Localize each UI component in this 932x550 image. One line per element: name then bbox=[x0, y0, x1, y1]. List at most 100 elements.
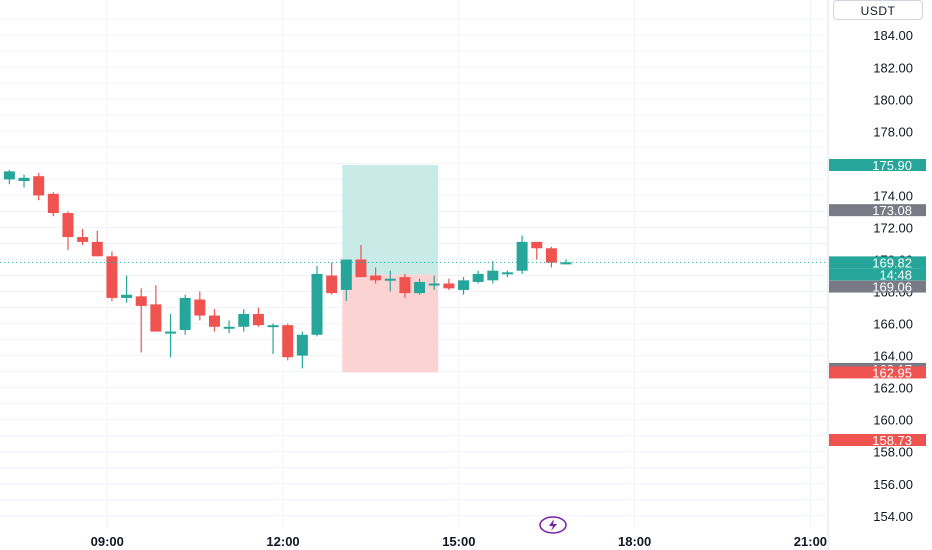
candle-body bbox=[340, 259, 352, 290]
candle bbox=[458, 277, 470, 295]
x-tick-label: 21:00 bbox=[794, 534, 827, 549]
candle-body bbox=[18, 177, 30, 182]
price-badge-bg bbox=[829, 434, 926, 447]
candle bbox=[340, 259, 352, 302]
candle bbox=[531, 241, 543, 260]
candle-body bbox=[311, 273, 323, 335]
candle bbox=[560, 259, 572, 265]
candle-body bbox=[531, 241, 543, 249]
candle-body bbox=[282, 325, 294, 358]
candle-body bbox=[252, 313, 264, 326]
candle bbox=[443, 278, 455, 290]
candle-body bbox=[545, 248, 557, 263]
candle bbox=[238, 309, 250, 332]
candle-body bbox=[501, 272, 513, 275]
candle-body bbox=[150, 304, 162, 332]
candle bbox=[311, 265, 323, 337]
currency-selector[interactable]: USDT bbox=[833, 0, 923, 20]
x-tick-label: 09:00 bbox=[91, 534, 124, 549]
time-axis[interactable]: 09:00 12:00 15:00 18:00 21:00 bbox=[0, 526, 828, 549]
candle bbox=[18, 174, 30, 188]
price-badge: 14:48 bbox=[829, 267, 926, 282]
price-badge: 169.82 bbox=[829, 255, 926, 270]
candle bbox=[326, 262, 338, 295]
candle-body bbox=[267, 325, 279, 328]
price-badge-bg bbox=[829, 268, 926, 281]
candle bbox=[355, 245, 367, 278]
candle-body bbox=[516, 241, 528, 271]
price-badge-label: 169.06 bbox=[872, 280, 912, 295]
y-tick-label: 184.00 bbox=[873, 28, 913, 43]
price-badge-label: 173.08 bbox=[872, 203, 912, 218]
y-tick-label: 172.00 bbox=[873, 220, 913, 235]
candle-body bbox=[47, 193, 59, 214]
price-badge: 173.08 bbox=[829, 203, 926, 218]
candle bbox=[487, 261, 499, 284]
y-tick-label: 166.00 bbox=[873, 317, 913, 332]
candle-body bbox=[370, 275, 382, 281]
candle bbox=[150, 285, 162, 332]
candle bbox=[165, 313, 177, 358]
candle bbox=[428, 275, 440, 290]
candle-body bbox=[165, 331, 177, 334]
price-badge-bg bbox=[829, 204, 926, 217]
lightning-icon[interactable] bbox=[538, 516, 568, 534]
candle bbox=[472, 270, 484, 284]
candle-body bbox=[3, 171, 15, 180]
candle-body bbox=[223, 326, 235, 329]
candle bbox=[501, 270, 513, 278]
price-badge-label: 162.95 bbox=[872, 365, 912, 380]
candle-body bbox=[106, 256, 118, 298]
price-badges: 175.90173.08169.8214:48169.06163.17162.9… bbox=[829, 158, 926, 448]
candle bbox=[282, 323, 294, 361]
candle-body bbox=[472, 273, 484, 282]
price-badge-bg bbox=[829, 158, 926, 171]
candle-body bbox=[194, 299, 206, 316]
y-tick-label: 180.00 bbox=[873, 92, 913, 107]
candle-body bbox=[296, 334, 308, 356]
candle bbox=[208, 309, 220, 332]
price-badge: 169.06 bbox=[829, 280, 926, 295]
price-badge-label: 169.82 bbox=[872, 255, 912, 270]
price-badge: 158.73 bbox=[829, 433, 926, 448]
candle-body bbox=[33, 176, 45, 196]
candle-body bbox=[428, 283, 440, 286]
x-tick-label: 15:00 bbox=[442, 534, 475, 549]
y-tick-label: 156.00 bbox=[873, 477, 913, 492]
candle bbox=[106, 251, 118, 302]
price-badge-bg bbox=[829, 256, 926, 269]
y-tick-label: 160.00 bbox=[873, 413, 913, 428]
candle bbox=[77, 229, 89, 246]
candle-body bbox=[355, 259, 367, 278]
candle bbox=[516, 235, 528, 274]
y-tick-label: 182.00 bbox=[873, 60, 913, 75]
candle bbox=[194, 291, 206, 321]
candle bbox=[414, 278, 426, 295]
candle bbox=[223, 320, 235, 334]
y-tick-label: 158.00 bbox=[873, 445, 913, 460]
candle-body bbox=[326, 275, 338, 294]
target-zone bbox=[342, 164, 439, 275]
candle bbox=[62, 211, 74, 250]
candle-body bbox=[443, 283, 455, 289]
candle-body bbox=[121, 294, 133, 298]
candle-body bbox=[238, 313, 250, 327]
price-badge: 175.90 bbox=[829, 158, 926, 173]
candle-body bbox=[414, 281, 426, 294]
candle-body bbox=[77, 237, 89, 242]
price-badge-label: 158.73 bbox=[872, 433, 912, 448]
price-badge-label: 175.90 bbox=[872, 158, 912, 173]
candle bbox=[252, 307, 264, 327]
x-tick-label: 12:00 bbox=[266, 534, 299, 549]
candle-body bbox=[384, 278, 396, 281]
candle-body bbox=[91, 241, 103, 257]
candle-body bbox=[62, 213, 74, 238]
price-badge-bg bbox=[829, 280, 926, 293]
candle-body bbox=[208, 315, 220, 327]
candle bbox=[179, 294, 191, 335]
candle-body bbox=[179, 297, 191, 330]
y-tick-label: 174.00 bbox=[873, 188, 913, 203]
y-tick-label: 164.00 bbox=[873, 349, 913, 364]
candle bbox=[3, 169, 15, 185]
